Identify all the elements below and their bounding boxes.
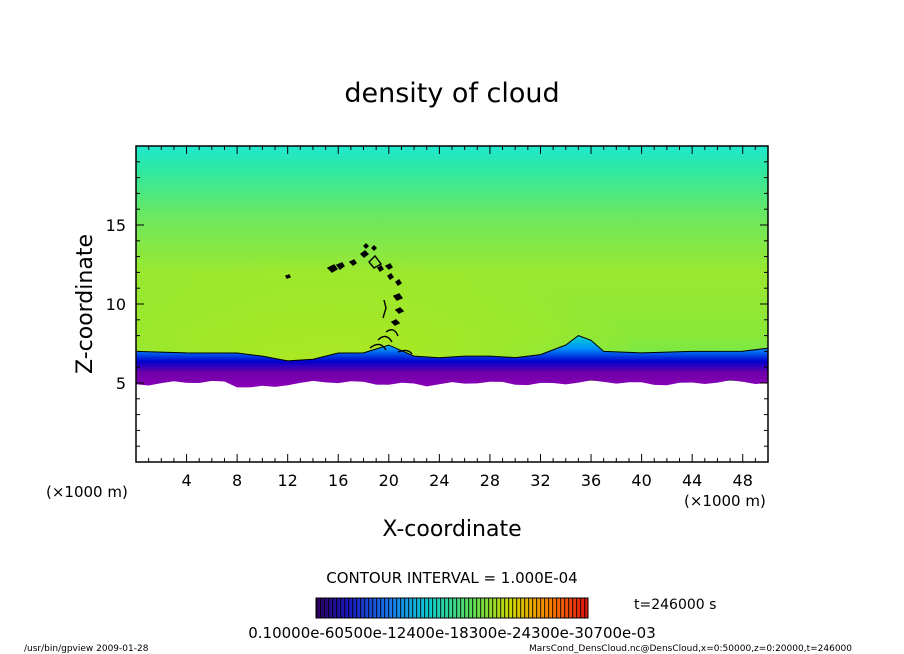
time-label: t=246000 s (634, 597, 716, 613)
colorbar-labels: 0.10000e-60500e-12400e-18300e-24300e-307… (248, 624, 656, 642)
cloud-layer (136, 335, 768, 388)
x-tick-label: 8 (232, 471, 242, 490)
chart-title: density of cloud (344, 78, 559, 109)
x-axis-ticks: 4 8 12 16 20 24 28 32 36 40 44 48 (181, 146, 753, 490)
x-tick-label: 40 (631, 471, 651, 490)
contour-interval: CONTOUR INTERVAL = 1.000E-04 (326, 569, 577, 587)
x-axis-label: X-coordinate (382, 517, 521, 542)
x-tick-label: 28 (480, 471, 500, 490)
x-tick-label: 36 (581, 471, 601, 490)
x-tick-label: 48 (733, 471, 753, 490)
colorbar-border (315, 597, 589, 619)
footer-right: MarsCond_DensCloud.nc@DensCloud,x=0:5000… (529, 644, 852, 654)
plot-area (136, 146, 768, 462)
clear-lower-region (136, 381, 768, 462)
y-tick-label: 15 (106, 216, 126, 235)
colorbar (315, 597, 589, 619)
x-tick-label: 24 (429, 471, 449, 490)
y-tick-label: 10 (106, 295, 126, 314)
y-axis-label: Z-coordinate (73, 234, 98, 374)
minor-ticks (136, 146, 768, 462)
colorbar-stripes (316, 598, 588, 618)
x-tick-label: 16 (328, 471, 348, 490)
x-tick-label: 12 (278, 471, 298, 490)
y-axis-ticks: 5 10 15 (106, 216, 768, 393)
footer-left: /usr/bin/gpview 2009-01-28 (24, 644, 149, 654)
cloud-fragments (285, 243, 413, 355)
x-tick-label: 44 (682, 471, 702, 490)
y-tick-label: 5 (116, 374, 126, 393)
cloud-top-contour (136, 335, 768, 362)
x-unit-right: (×1000 m) (684, 492, 766, 510)
x-tick-label: 20 (379, 471, 399, 490)
x-tick-label: 4 (181, 471, 191, 490)
x-unit-left: (×1000 m) (46, 483, 128, 501)
x-tick-label: 32 (530, 471, 550, 490)
